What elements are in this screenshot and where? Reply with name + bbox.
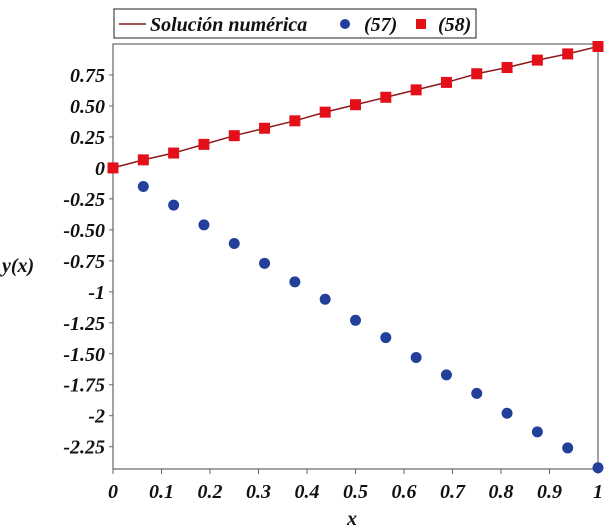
series-58-point <box>410 84 422 96</box>
y-tick-label: -1.75 <box>63 375 105 397</box>
y-tick-label: 0 <box>95 158 105 180</box>
series-58-point <box>592 40 604 52</box>
series-58-point <box>350 99 361 111</box>
series-57-point <box>168 199 180 211</box>
series-58-point <box>319 106 331 118</box>
series-57-point <box>592 462 604 474</box>
x-tick-label: 0.7 <box>440 481 466 503</box>
plot-marks <box>107 40 604 474</box>
x-tick-label: 0.4 <box>295 481 320 503</box>
series-58-point <box>289 115 301 127</box>
series-57-point <box>562 442 574 454</box>
y-tick-label: 0.75 <box>70 65 105 87</box>
series-57-point <box>350 314 361 326</box>
y-tick-label: 0.25 <box>70 127 105 149</box>
y-tick-label: -1.50 <box>63 344 105 366</box>
y-tick-label: -0.50 <box>63 220 105 242</box>
series-57-point <box>440 369 452 381</box>
series-57-point <box>501 407 513 419</box>
y-tick-label: -2.25 <box>63 437 105 459</box>
series-57-point <box>289 276 301 288</box>
x-tick-label: 0.8 <box>489 481 514 503</box>
legend-label-57: (57) <box>364 14 397 36</box>
series-58-point <box>137 154 149 166</box>
series-58-point <box>471 68 483 80</box>
legend-box <box>113 8 477 39</box>
series-58-point <box>107 162 119 174</box>
series-58-point <box>501 62 513 74</box>
x-tick-label: 1 <box>593 481 603 503</box>
x-axis-label: x <box>346 508 357 530</box>
x-tick-label: 0.2 <box>198 481 223 503</box>
x-tick-label: 0 <box>108 481 118 503</box>
series-58-point <box>380 91 392 103</box>
y-axis: 0.75 0.50 0.25 0 -0.25 -0.50 -0.75 -1 -1.25 -1.50… <box>63 65 113 459</box>
legend-circle-swatch <box>340 19 350 29</box>
series-57-point <box>410 351 422 363</box>
series-57-point <box>471 387 483 399</box>
legend: Solución numérica (57) (58) <box>113 8 477 39</box>
series-58-point <box>198 138 210 150</box>
y-tick-label: -1 <box>88 282 105 304</box>
series-58-point <box>562 48 574 60</box>
series-57-point <box>137 180 149 192</box>
series-57-point <box>531 426 543 438</box>
x-tick-label: 0.3 <box>246 481 271 503</box>
y-tick-label: -2 <box>88 406 105 428</box>
series-58-point <box>440 76 452 88</box>
legend-label-numeric: Solución numérica <box>150 14 307 36</box>
series-57-point <box>259 257 271 269</box>
y-tick-label: -0.25 <box>63 189 105 211</box>
series-57-point <box>380 332 392 344</box>
series-57-point <box>198 219 210 231</box>
series-58-point <box>168 147 180 159</box>
legend-square-swatch <box>416 19 426 29</box>
x-tick-label: 0.1 <box>149 481 174 503</box>
series-57-point <box>319 293 331 305</box>
x-tick-label: 0.6 <box>392 481 417 503</box>
y-tick-label: -0.75 <box>63 251 105 273</box>
x-tick-label: 0.5 <box>343 481 368 503</box>
series-57-point <box>228 237 240 249</box>
series-58-point <box>228 130 240 142</box>
series-58-point <box>531 54 543 66</box>
y-tick-label: -1.25 <box>63 313 105 335</box>
x-tick-label: 0.9 <box>537 481 562 503</box>
series-58-point <box>259 122 271 134</box>
y-axis-label: y(x) <box>0 255 34 277</box>
legend-label-58: (58) <box>438 14 471 36</box>
y-tick-label: 0.50 <box>70 96 105 118</box>
x-axis: 0 0.1 0.2 0.3 0.4 0.5 0.6 0.7 0.8 0.9 1 <box>108 469 603 503</box>
